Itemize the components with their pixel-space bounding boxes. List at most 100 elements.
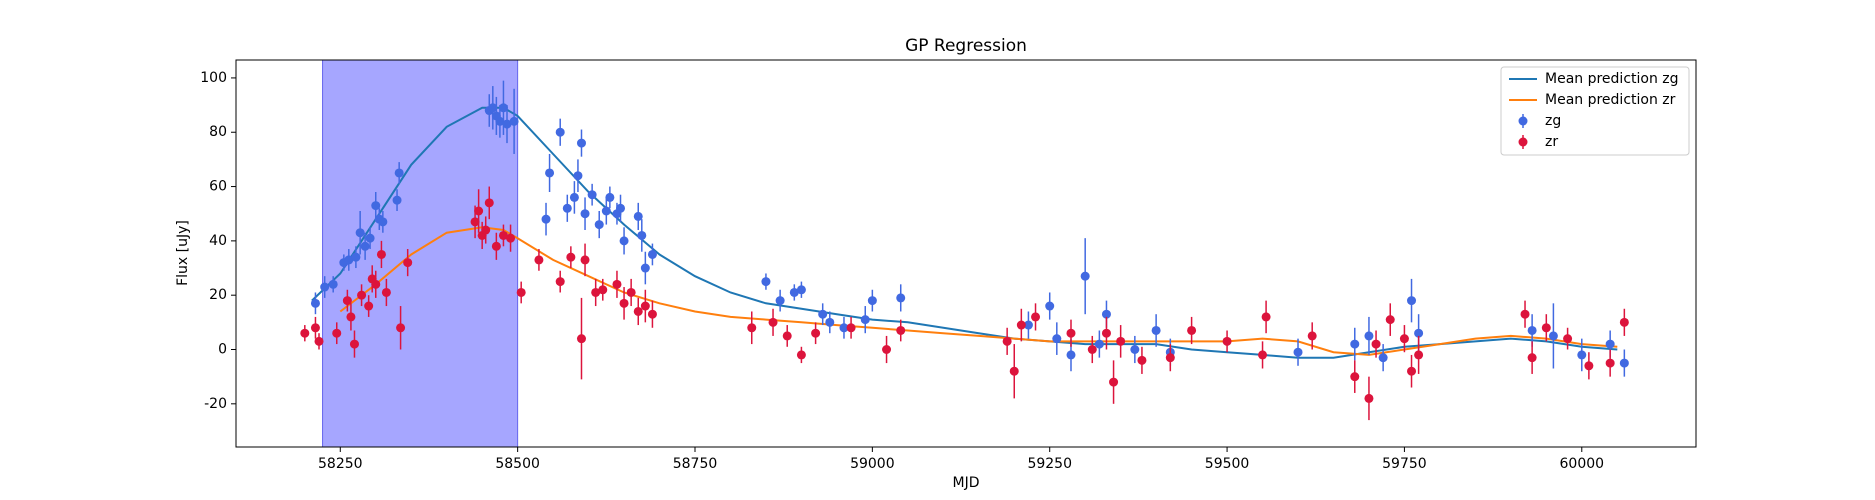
data-point — [357, 290, 367, 300]
data-point — [1548, 331, 1558, 341]
data-point — [498, 103, 508, 113]
x-tick-label: 58250 — [318, 456, 363, 472]
y-tick-label: -20 — [204, 396, 227, 412]
data-point — [566, 252, 576, 262]
data-point — [637, 230, 647, 240]
data-point — [1031, 312, 1041, 322]
data-point — [332, 328, 342, 338]
data-point — [580, 255, 590, 265]
data-point — [1364, 393, 1374, 403]
data-point — [594, 220, 604, 230]
data-point — [1087, 345, 1097, 355]
plot-area — [300, 60, 1629, 447]
data-point — [896, 293, 906, 303]
data-point — [839, 323, 849, 333]
data-point — [1258, 350, 1268, 360]
data-point — [775, 296, 785, 306]
data-point — [811, 328, 821, 338]
data-point — [1045, 301, 1055, 311]
data-point — [1619, 358, 1629, 368]
data-point — [619, 236, 629, 246]
data-point — [601, 206, 611, 216]
data-point — [1371, 339, 1381, 349]
x-tick-label: 58500 — [495, 456, 540, 472]
data-point — [376, 249, 386, 259]
highlight-span — [322, 60, 519, 447]
data-point — [310, 323, 320, 333]
data-point — [1414, 350, 1424, 360]
data-point — [1577, 350, 1587, 360]
data-point — [1109, 377, 1119, 387]
legend-label: Mean prediction zg — [1545, 71, 1679, 87]
data-point — [1385, 315, 1395, 325]
y-tick-label: 40 — [209, 233, 227, 249]
data-point — [1016, 320, 1026, 330]
data-point — [300, 328, 310, 338]
data-point — [796, 350, 806, 360]
mean-line — [311, 106, 1618, 359]
data-point — [403, 258, 413, 268]
data-point — [381, 287, 391, 297]
data-point — [633, 306, 643, 316]
data-point — [626, 287, 636, 297]
data-point — [1364, 331, 1374, 341]
x-tick-label: 60000 — [1560, 456, 1605, 472]
data-point — [396, 323, 406, 333]
axes-frame — [235, 59, 1697, 448]
data-point — [392, 195, 402, 205]
data-point — [1378, 353, 1388, 363]
data-point — [541, 214, 551, 224]
mean-line — [339, 226, 1618, 356]
data-point — [351, 252, 361, 262]
data-point — [498, 230, 508, 240]
data-point — [612, 279, 622, 289]
data-point — [1350, 339, 1360, 349]
data-point — [796, 285, 806, 295]
data-point — [640, 263, 650, 273]
data-point — [371, 279, 381, 289]
legend-label: zg — [1545, 113, 1561, 129]
data-point — [470, 217, 480, 227]
data-point — [506, 233, 516, 243]
data-point — [310, 298, 320, 308]
data-point — [1520, 309, 1530, 319]
data-point — [591, 287, 601, 297]
x-axis-label: MJD — [953, 475, 980, 491]
data-point — [860, 315, 870, 325]
data-point — [1399, 334, 1409, 344]
data-point — [1066, 350, 1076, 360]
data-point — [789, 287, 799, 297]
data-point — [1066, 328, 1076, 338]
data-point — [619, 298, 629, 308]
data-point — [1094, 339, 1104, 349]
data-point — [647, 249, 657, 259]
data-point — [1187, 325, 1197, 335]
data-point — [488, 103, 498, 113]
data-point — [1605, 339, 1615, 349]
data-point — [747, 323, 757, 333]
y-tick-label: 80 — [209, 124, 227, 140]
legend-label: Mean prediction zr — [1545, 92, 1676, 108]
data-point — [576, 138, 586, 148]
data-point — [562, 203, 572, 213]
data-point — [1116, 336, 1126, 346]
data-point — [867, 296, 877, 306]
data-point — [328, 279, 338, 289]
data-point — [1527, 353, 1537, 363]
data-point — [1002, 336, 1012, 346]
data-point — [1563, 334, 1573, 344]
y-tick-label: 0 — [218, 342, 227, 358]
data-point — [1414, 328, 1424, 338]
data-point — [633, 211, 643, 221]
data-point — [364, 301, 374, 311]
x-tick-label: 59250 — [1027, 456, 1072, 472]
data-point — [846, 323, 856, 333]
data-point — [1023, 320, 1033, 330]
data-point — [378, 217, 388, 227]
data-point — [1350, 372, 1360, 382]
data-point — [365, 233, 375, 243]
data-point — [342, 296, 352, 306]
data-point — [481, 225, 491, 235]
y-tick-label: 60 — [209, 179, 227, 195]
x-tick-label: 58750 — [673, 456, 718, 472]
